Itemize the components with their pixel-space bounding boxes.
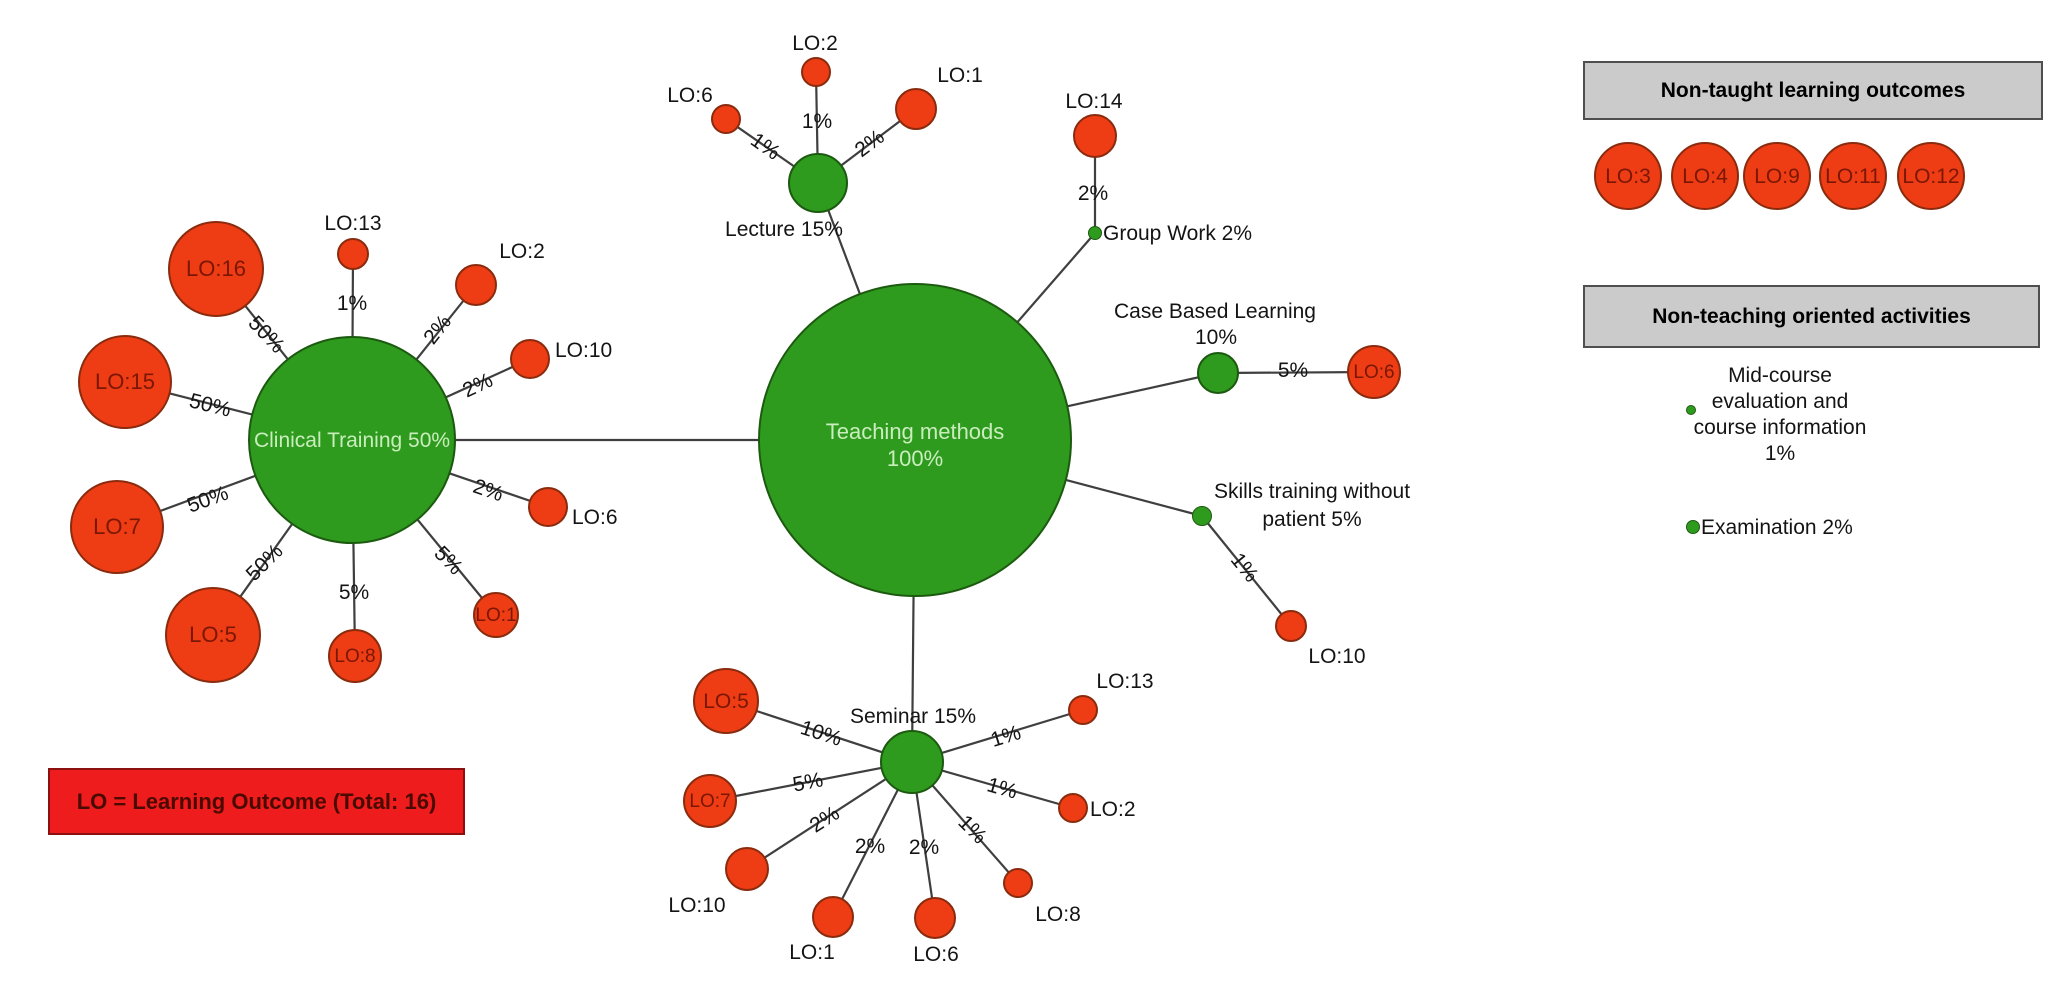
mid-course-line2: evaluation and xyxy=(1711,390,1849,413)
examination-label: Examination 2% xyxy=(1701,516,1853,539)
non-taught-outcomes-title: Non-taught learning outcomes xyxy=(1660,78,1966,102)
lo-node-clinical-6 xyxy=(528,487,568,527)
lo-node-nontaught-11: LO:11 xyxy=(1819,142,1887,210)
skills-training-label-line2: patient 5% xyxy=(1262,508,1362,531)
lo-node-clinical-5: LO:5 xyxy=(165,587,261,683)
lo-node-clinical-15: LO:15 xyxy=(78,335,172,429)
lo-label: LO:1 xyxy=(475,604,517,626)
lo-node-seminar-7: LO:7 xyxy=(683,774,737,828)
lo-label: LO:7 xyxy=(93,514,141,539)
lo-node-nontaught-9: LO:9 xyxy=(1743,142,1811,210)
lo-label: LO:2 xyxy=(499,240,545,263)
lo-node-lecture-6 xyxy=(711,104,741,134)
lo-node-clinical-13 xyxy=(337,238,369,270)
lo-label: LO:2 xyxy=(1090,798,1136,821)
lo-label: LO:2 xyxy=(792,32,838,55)
lo-label: LO:12 xyxy=(1902,164,1960,188)
node-group-work xyxy=(1088,226,1102,240)
mid-course-line3: course information xyxy=(1693,416,1867,439)
mid-course-line4: 1% xyxy=(1764,442,1796,465)
lo-label: LO:6 xyxy=(667,84,713,107)
lo-definition-box: LO = Learning Outcome (Total: 16) xyxy=(48,768,465,835)
non-teaching-activities-title: Non-teaching oriented activities xyxy=(1652,304,1971,328)
lo-node-groupwork-14 xyxy=(1073,114,1117,158)
lo-label: LO:8 xyxy=(1035,903,1081,926)
teaching-methods-label: Teaching methods xyxy=(825,419,1005,444)
examination-dot xyxy=(1686,520,1700,534)
lo-label: LO:9 xyxy=(1754,164,1800,188)
node-clinical-training xyxy=(248,336,456,544)
lo-node-lecture-2 xyxy=(801,57,831,87)
lo-node-seminar-13 xyxy=(1068,695,1098,725)
lo-node-nontaught-3: LO:3 xyxy=(1594,142,1662,210)
lo-node-lecture-1 xyxy=(895,88,937,130)
edge-pct: 2% xyxy=(1077,182,1109,205)
lo-label: LO:3 xyxy=(1605,164,1651,188)
edge-pct: 2% xyxy=(908,836,940,859)
lecture-label: Lecture 15% xyxy=(725,218,843,241)
lo-label: LO:6 xyxy=(913,943,959,966)
lo-label: LO:11 xyxy=(1825,164,1881,188)
non-teaching-activities-header: Non-teaching oriented activities xyxy=(1583,285,2040,348)
lo-label: LO:1 xyxy=(789,941,835,964)
clinical-training-label: Clinical Training 50% xyxy=(253,429,451,452)
lo-label: LO:1 xyxy=(937,64,983,87)
lo-label: LO:8 xyxy=(334,645,376,667)
node-teaching-methods xyxy=(758,283,1072,597)
mid-course-line1: Mid-course xyxy=(1728,364,1832,387)
lo-node-clinical-1: LO:1 xyxy=(473,592,519,638)
lo-node-clinical-7: LO:7 xyxy=(70,480,164,574)
lo-node-seminar-6 xyxy=(914,897,956,939)
lo-node-seminar-5: LO:5 xyxy=(693,668,759,734)
lo-node-seminar-10 xyxy=(725,847,769,891)
lo-node-clinical-2 xyxy=(455,264,497,306)
skills-training-label-line1: Skills training without xyxy=(1213,480,1411,503)
edge-pct: 2% xyxy=(854,835,886,858)
lo-label: LO:10 xyxy=(1308,645,1366,668)
lo-node-nontaught-4: LO:4 xyxy=(1671,142,1739,210)
lo-node-clinical-16: LO:16 xyxy=(168,221,264,317)
lo-label: LO:10 xyxy=(668,894,726,917)
node-lecture xyxy=(788,153,848,213)
node-seminar xyxy=(880,730,944,794)
lo-node-seminar-2 xyxy=(1058,793,1088,823)
teaching-methods-pct: 100% xyxy=(886,446,944,471)
lo-definition-text: LO = Learning Outcome (Total: 16) xyxy=(76,788,437,814)
lo-node-clinical-8: LO:8 xyxy=(328,629,382,683)
lo-label: LO:14 xyxy=(1065,90,1123,113)
lo-label: LO:6 xyxy=(1353,361,1395,383)
lo-label: LO:10 xyxy=(555,339,613,362)
mid-course-evaluation-label: Mid-course evaluation and course informa… xyxy=(1694,363,1867,467)
lo-node-nontaught-12: LO:12 xyxy=(1897,142,1965,210)
lo-label: LO:4 xyxy=(1682,164,1728,188)
lo-label: LO:13 xyxy=(1096,670,1154,693)
case-based-learning-pct: 10% xyxy=(1194,326,1238,349)
lo-label: LO:13 xyxy=(324,212,382,235)
node-skills-training xyxy=(1192,506,1212,526)
edge-pct: 1% xyxy=(336,292,368,315)
lo-node-seminar-1 xyxy=(812,896,854,938)
seminar-label: Seminar 15% xyxy=(849,705,977,728)
lo-label: LO:7 xyxy=(689,790,731,812)
lo-label: LO:15 xyxy=(95,369,155,394)
lo-label: LO:16 xyxy=(186,256,246,281)
group-work-label: Group Work 2% xyxy=(1103,222,1252,245)
lo-node-seminar-8 xyxy=(1003,868,1033,898)
mid-course-dot xyxy=(1686,405,1696,415)
edge-pct: 5% xyxy=(1277,359,1309,382)
lo-label: LO:5 xyxy=(703,689,749,713)
non-taught-outcomes-header: Non-taught learning outcomes xyxy=(1583,61,2043,120)
edge-pct: 1% xyxy=(801,110,833,133)
lo-label: LO:5 xyxy=(189,622,237,647)
node-case-based-learning xyxy=(1197,352,1239,394)
lo-node-cbl-6: LO:6 xyxy=(1347,345,1401,399)
case-based-learning-label: Case Based Learning xyxy=(1114,300,1316,323)
lo-label: LO:6 xyxy=(572,506,618,529)
edge-pct: 5% xyxy=(338,581,370,604)
lo-node-clinical-10 xyxy=(510,339,550,379)
lo-node-skills-10 xyxy=(1275,610,1307,642)
